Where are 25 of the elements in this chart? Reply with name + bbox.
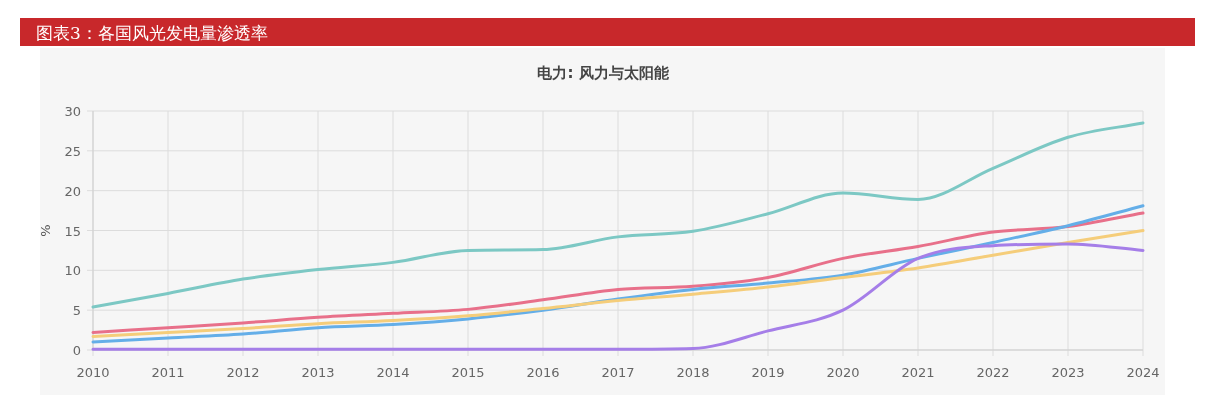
- x-tick-label: 2019: [751, 365, 785, 380]
- y-tick-label: 20: [64, 183, 81, 199]
- x-tick-label: 2014: [376, 365, 410, 380]
- x-tick-label: 2016: [526, 365, 560, 380]
- y-tick-label: 10: [64, 263, 81, 279]
- y-tick-label: 30: [64, 104, 81, 119]
- x-tick-label: 2024: [1126, 365, 1160, 380]
- x-tick-label: 2022: [976, 365, 1010, 380]
- x-tick-label: 2023: [1051, 365, 1085, 380]
- x-tick-label: 2015: [451, 365, 485, 380]
- chart-subtitle: 电力: 风力与太阳能: [537, 64, 670, 82]
- x-tick-label: 2012: [226, 365, 260, 380]
- x-tick-label: 2018: [676, 365, 710, 380]
- x-tick-label: 2017: [601, 365, 635, 380]
- x-tick-label: 2011: [151, 365, 185, 380]
- y-tick-label: 5: [72, 303, 81, 319]
- x-tick-label: 2013: [301, 365, 335, 380]
- x-tick-label: 2021: [901, 365, 935, 380]
- y-tick-label: 15: [64, 223, 81, 239]
- y-tick-label: 0: [72, 343, 81, 358]
- x-tick-label: 2010: [76, 365, 110, 380]
- y-axis-title: %: [38, 224, 53, 237]
- x-tick-label: 2020: [826, 365, 860, 380]
- y-tick-label: 25: [64, 143, 81, 159]
- chart-title: 图表3：各国风光发电量渗透率: [36, 23, 268, 43]
